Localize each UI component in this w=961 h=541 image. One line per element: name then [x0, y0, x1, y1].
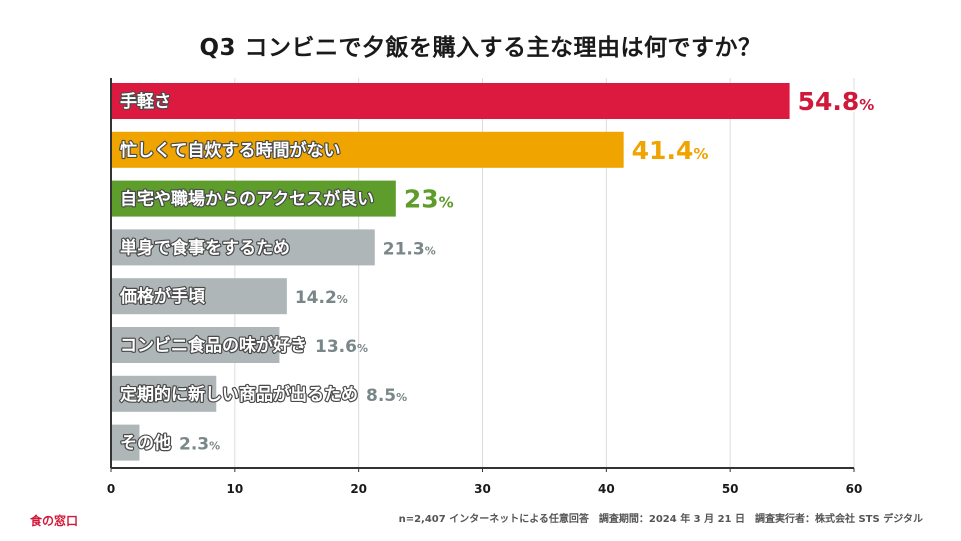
bars: 手軽さ 54.8% 忙しくて自炊する時間がない 41.4% 自宅や職場からのアクセスが良… — [111, 83, 876, 461]
bar-2 — [111, 131, 624, 168]
x-tick-label-0: 0 — [107, 482, 115, 496]
x-tick-label-20: 20 — [350, 482, 367, 496]
x-tick-label-40: 40 — [598, 482, 615, 496]
survey-footnote: n=2,407 インターネットによる任意回答 調査期間：2024 年 3 月 2… — [398, 514, 923, 525]
bar-3 — [111, 180, 396, 217]
bar-label-5: 価格が手頃 — [119, 286, 206, 307]
brand-logo-text: 食の窓口 — [30, 514, 79, 528]
x-tick-label-60: 60 — [846, 482, 863, 496]
bar-4 — [111, 229, 375, 266]
x-tick-label-10: 10 — [226, 482, 243, 496]
x-tick-label-50: 50 — [722, 482, 739, 496]
bar-label-1: 手軽さ — [120, 91, 171, 112]
bar-label-2: 忙しくて自炊する時間がない — [120, 140, 341, 161]
bar-5 — [111, 278, 287, 315]
value-label-7: 8.5% — [366, 386, 407, 406]
bar-8 — [111, 424, 140, 461]
bar-label-3: 自宅や職場からのアクセスが良い — [120, 189, 374, 210]
bar-label-6: コンビニ食品の味が好き — [120, 335, 307, 356]
value-label-1: 54.8% — [798, 87, 875, 116]
bar-label-4: 単身で食事をするため — [120, 237, 290, 258]
x-tick-label-30: 30 — [474, 482, 491, 496]
value-label-5: 14.2% — [295, 288, 348, 308]
bar-1 — [111, 83, 790, 119]
bar-7 — [111, 375, 217, 412]
bar-label-7: 定期的に新しい商品が出るため — [120, 384, 358, 405]
bar-6 — [111, 327, 280, 363]
bar-label-8: その他 — [120, 433, 171, 454]
x-axis: 0 10 20 30 40 50 60 — [107, 78, 863, 496]
value-label-3: 23% — [404, 185, 454, 214]
page-title: Q3 コンビニで夕飯を購入する主な理由は何ですか？ — [199, 35, 762, 61]
value-label-2: 41.4% — [632, 136, 709, 165]
value-label-6: 13.6% — [315, 337, 368, 357]
value-label-8: 2.3% — [179, 435, 220, 455]
value-label-4: 21.3% — [383, 239, 436, 259]
